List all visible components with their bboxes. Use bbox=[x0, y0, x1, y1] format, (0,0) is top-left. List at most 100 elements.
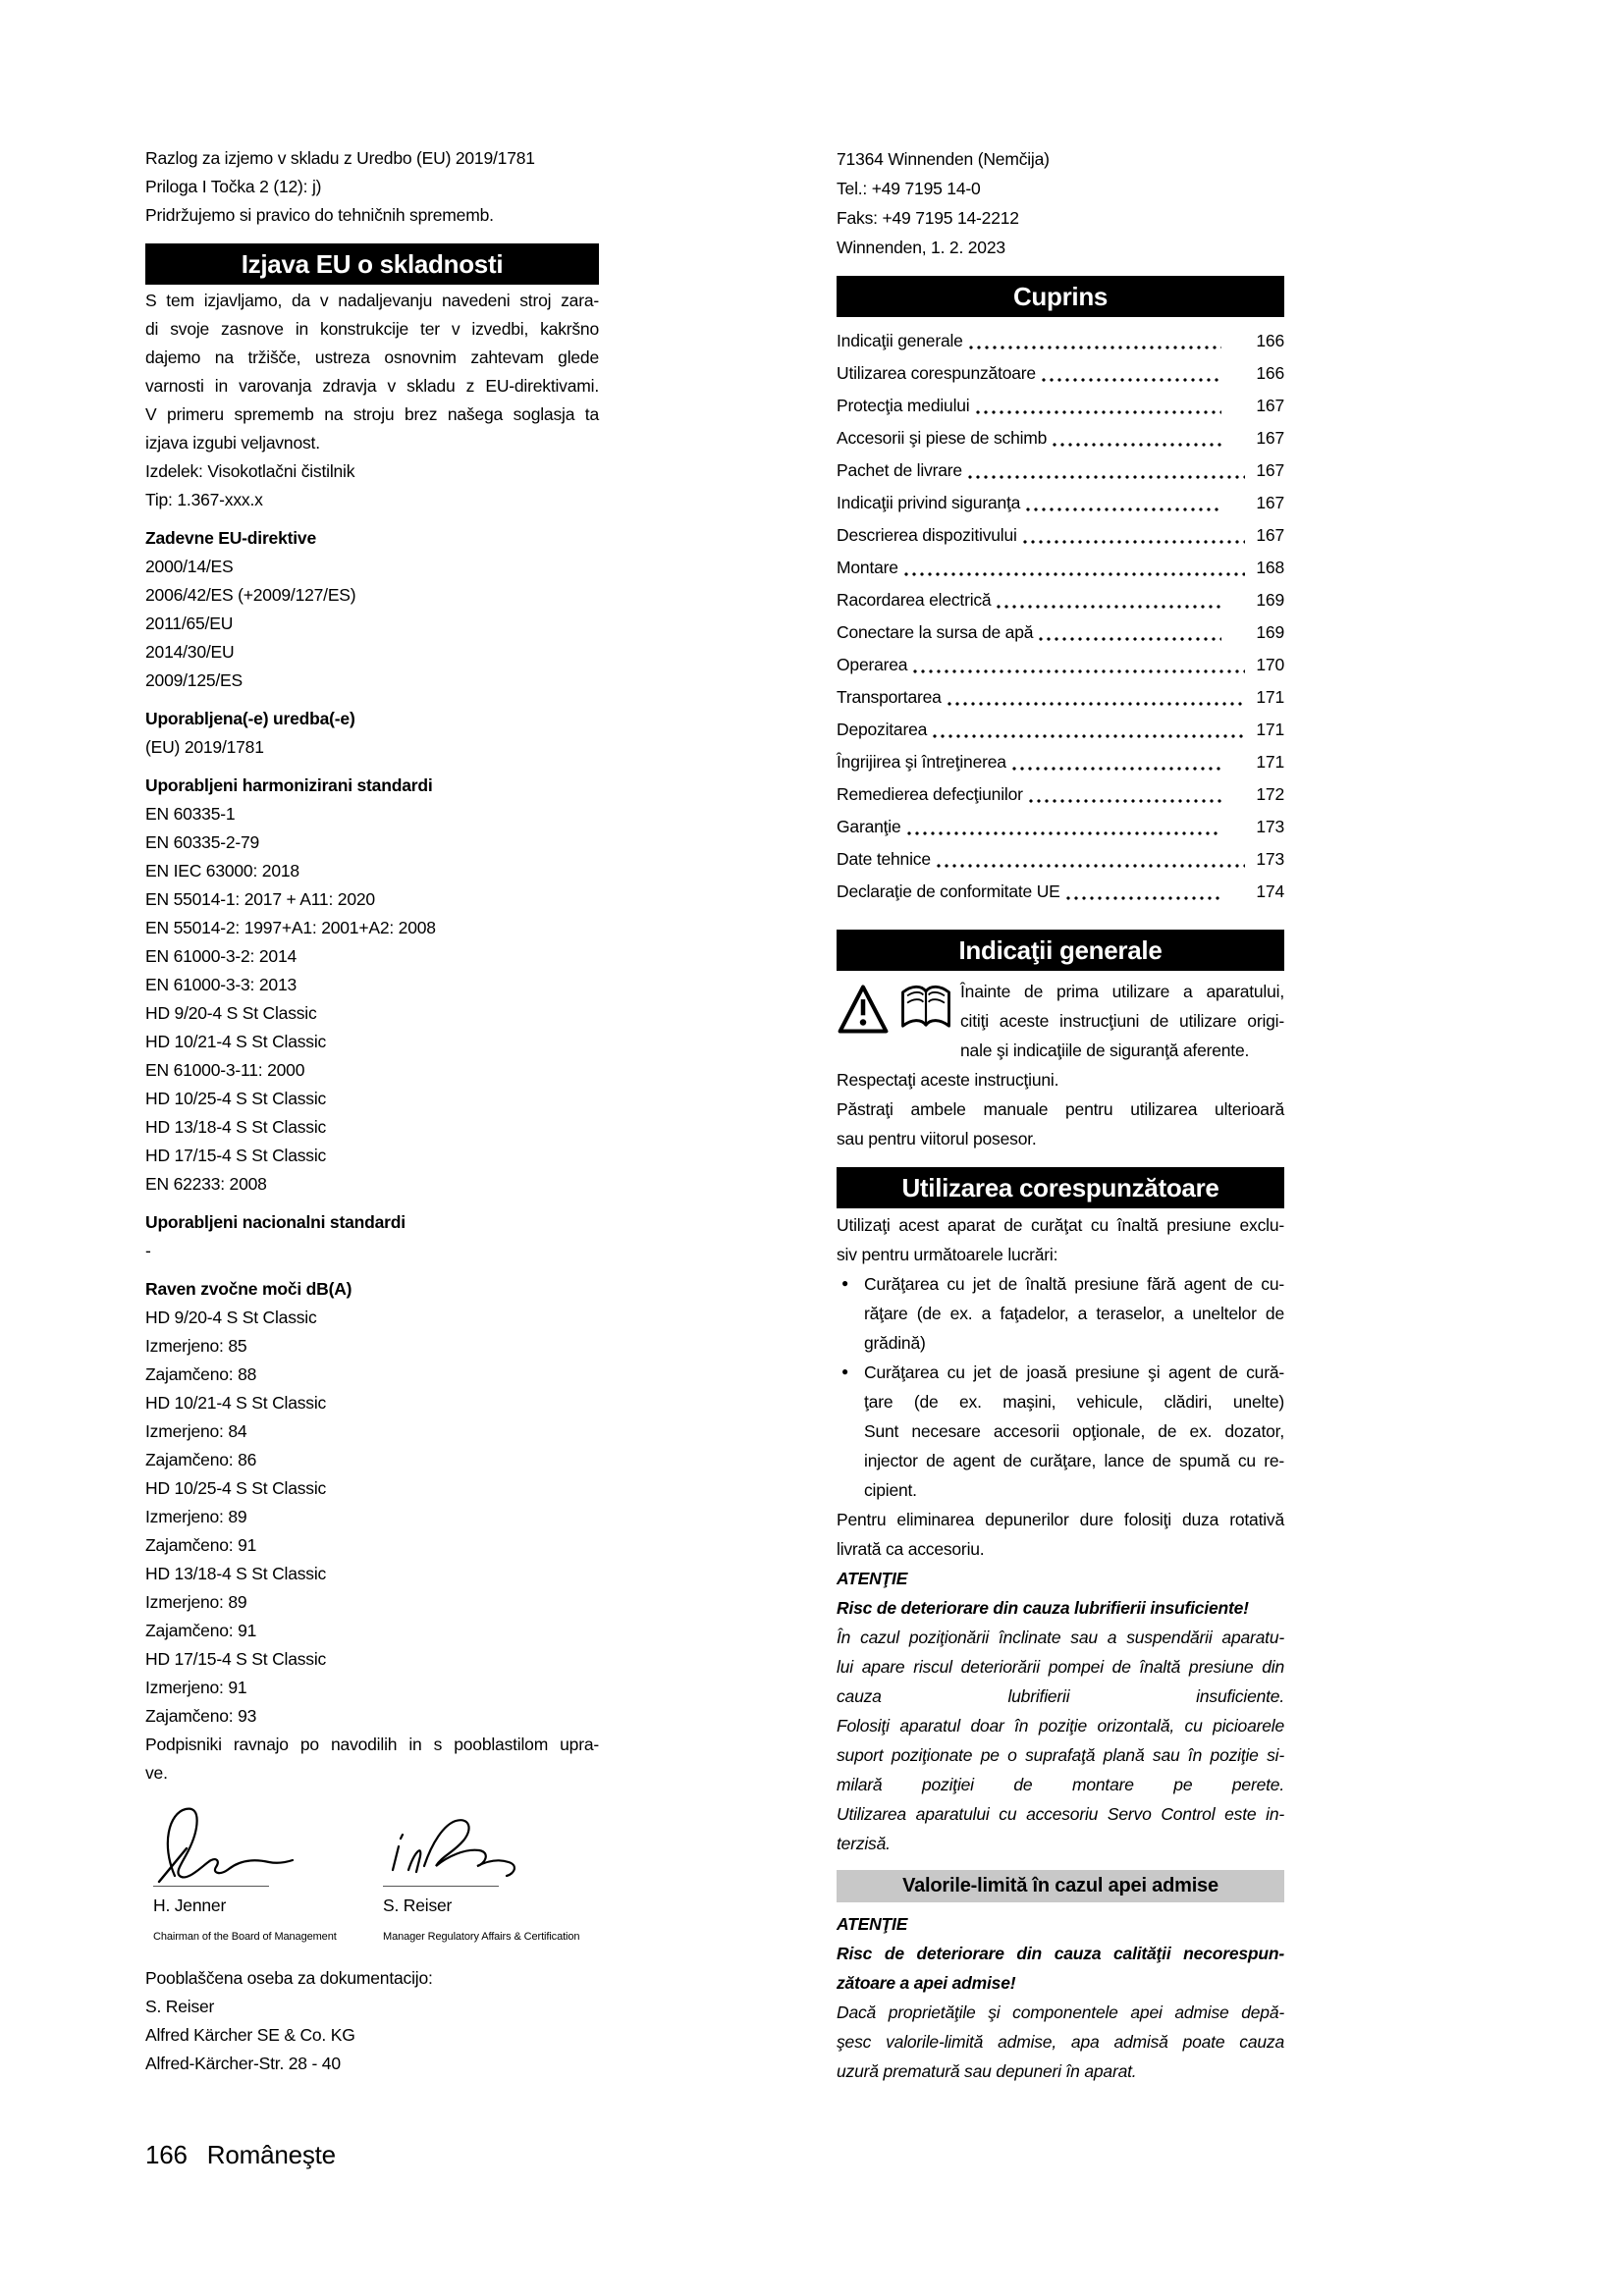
text-line: Tel.: +49 7195 14-0 bbox=[837, 179, 981, 198]
text-line: Izmerjeno: 89 bbox=[145, 1507, 247, 1526]
open-book-icon bbox=[901, 985, 950, 1028]
toc-label: Accesorii şi piese de schimb bbox=[837, 428, 1048, 448]
text-line: Alfred Kärcher SE & Co. KG bbox=[145, 2025, 355, 2045]
toc-label: Descrierea dispozitivului bbox=[837, 525, 1017, 545]
respect-line: Respectaţi aceste instrucţiuni. bbox=[837, 1070, 1059, 1090]
text-line: 2009/125/ES bbox=[145, 670, 243, 690]
section-lines: EN 60335-1 EN 60335-2-79 EN IEC 63000: 201… bbox=[145, 800, 599, 1199]
toc-row: Operarea 170 bbox=[837, 647, 1284, 679]
toc-row: Declaraţie de conformitate UE 174 bbox=[837, 874, 1284, 906]
toc-label: Garanţie bbox=[837, 817, 901, 836]
text-line: grădină) bbox=[864, 1333, 926, 1353]
toc-row: Montare 168 bbox=[837, 550, 1284, 582]
toc-label: Transportarea bbox=[837, 687, 942, 707]
text-line: ţare (de ex. maşini, vehicule, clădiri, … bbox=[864, 1392, 1284, 1412]
toc-page-number: 167 bbox=[1256, 493, 1284, 512]
toc-page-number: 167 bbox=[1256, 460, 1284, 480]
type-line: Tip: 1.367-xxx.x bbox=[145, 490, 263, 509]
toc-row: Îngrijirea şi întreţinerea 171 bbox=[837, 744, 1284, 776]
text-line: - bbox=[145, 1241, 151, 1260]
text-line: cauza lubrifierii insuficiente. bbox=[837, 1686, 1284, 1706]
text-line: În cazul poziţionării înclinate sau a su… bbox=[837, 1628, 1284, 1647]
toc-row: Indicaţii privind siguranţa 167 bbox=[837, 485, 1284, 517]
toc-page-number: 171 bbox=[1256, 720, 1284, 739]
text-line: injector de agent de curăţare, lance de … bbox=[864, 1451, 1284, 1470]
text-line: EN 55014-2: 1997+A1: 2001+A2: 2008 bbox=[145, 918, 436, 937]
text-line: EN 61000-3-3: 2013 bbox=[145, 975, 298, 994]
usage-intro: Utilizaţi acest aparat de curăţat cu îna… bbox=[837, 1210, 1284, 1269]
text-line: HD 9/20-4 S St Classic bbox=[145, 1003, 317, 1023]
text-line: HD 9/20-4 S St Classic bbox=[145, 1308, 317, 1327]
text-line: citiţi aceste instrucţiuni de utilizare … bbox=[960, 1011, 1284, 1031]
text-line: S. Reiser bbox=[145, 1997, 215, 2016]
attention-water-body: Dacă proprietăţile şi componentele apei … bbox=[837, 1998, 1284, 2086]
contact-block: 71364 Winnenden (Nemčija) Tel.: +49 7195 … bbox=[837, 144, 1284, 262]
text-line: (EU) 2019/1781 bbox=[145, 737, 264, 757]
toc-row: Remedierea defecţiunilor 172 bbox=[837, 776, 1284, 809]
text-line: terzisă. bbox=[837, 1834, 891, 1853]
toc-page-number: 166 bbox=[1256, 363, 1284, 383]
section-heading: Uporabljeni nacionalni standardi bbox=[145, 1212, 406, 1232]
toc-row: Pachet de livrare 167 bbox=[837, 453, 1284, 485]
toc-page-number: 173 bbox=[1256, 817, 1284, 836]
section-lines: HD 9/20-4 S St Classic Izmerjeno: 85 Zajam… bbox=[145, 1304, 599, 1731]
text-line: EN 61000-3-2: 2014 bbox=[145, 946, 298, 966]
text-line: Utilizarea aparatului cu accesoriu Servo… bbox=[837, 1804, 1284, 1824]
toc-row: Conectare la sursa de apă 169 bbox=[837, 614, 1284, 647]
page-footer: 166 Româneşte bbox=[145, 2140, 336, 2170]
toc-page-number: 166 bbox=[1256, 331, 1284, 350]
section-heading: Raven zvočne moči dB(A) bbox=[145, 1279, 352, 1299]
toc-label: Date tehnice bbox=[837, 849, 931, 869]
toc-dot-leader bbox=[1063, 895, 1221, 901]
footer-language: Româneşte bbox=[206, 2140, 336, 2169]
toc-page-number: 169 bbox=[1256, 590, 1284, 610]
text-line: Izmerjeno: 89 bbox=[145, 1592, 247, 1612]
toc-label: Utilizarea corespunzătoare bbox=[837, 363, 1036, 383]
text-line: Păstraţi ambele manuale pentru utilizare… bbox=[837, 1099, 1284, 1119]
text-line: HD 13/18-4 S St Classic bbox=[145, 1117, 327, 1137]
product-line: Izdelek: Visokotlačni čistilnik bbox=[145, 461, 355, 481]
text-line: şesc valorile-limită admise, apa admisă … bbox=[837, 2032, 1284, 2052]
text-line: Zajamčeno: 93 bbox=[145, 1706, 257, 1726]
attention-water-title: Risc de deteriorare din cauza calităţii … bbox=[837, 1939, 1284, 1998]
text-line: S tem izjavljamo, da v nadaljevanju nave… bbox=[145, 291, 599, 310]
text-line: varnosti in varovanja zdravja v skladu z… bbox=[145, 376, 599, 396]
text-line: EN 55014-1: 2017 + A11: 2020 bbox=[145, 889, 375, 909]
text-line: HD 10/25-4 S St Classic bbox=[145, 1089, 327, 1108]
toc-row: Descrierea dispozitivului 167 bbox=[837, 517, 1284, 550]
toc-page-number: 171 bbox=[1256, 752, 1284, 772]
toc-dot-leader bbox=[1026, 798, 1221, 804]
toc-label: Remedierea defecţiunilor bbox=[837, 784, 1023, 804]
toc-label: Operarea bbox=[837, 655, 908, 674]
text-line: HD 10/25-4 S St Classic bbox=[145, 1478, 327, 1498]
toc-dot-leader bbox=[1020, 539, 1245, 545]
declaration-paragraph: S tem izjavljamo, da v nadaljevanju nave… bbox=[145, 287, 599, 457]
text-line: nale şi indicaţiile de siguranţă aferent… bbox=[960, 1041, 1250, 1060]
attention-label: ATENŢIE bbox=[837, 1914, 908, 1934]
toc-list: Indicaţii generale 166 Utilizarea corespun… bbox=[837, 323, 1284, 906]
text-line: Izmerjeno: 85 bbox=[145, 1336, 247, 1356]
text-line: Risc de deteriorare din cauza calităţii … bbox=[837, 1944, 1284, 1963]
toc-row: Depozitarea 171 bbox=[837, 712, 1284, 744]
usage-header-bar: Utilizarea corespunzătoare bbox=[837, 1167, 1284, 1208]
general-header-bar: Indicaţii generale bbox=[837, 930, 1284, 971]
text-line: cipient. bbox=[864, 1480, 917, 1500]
text-line: HD 13/18-4 S St Classic bbox=[145, 1564, 327, 1583]
signer-name: H. Jenner bbox=[153, 1896, 227, 1915]
text-line: EN 62233: 2008 bbox=[145, 1174, 267, 1194]
text-line: 2011/65/EU bbox=[145, 614, 234, 633]
text-line: Folosiţi aparatul doar în poziţie orizon… bbox=[837, 1716, 1284, 1735]
right-column: 71364 Winnenden (Nemčija) Tel.: +49 7195 … bbox=[837, 144, 1284, 2086]
text-line: Priloga I Točka 2 (12): j) bbox=[145, 177, 322, 196]
text-line: Înainte de prima utilizare a aparatului, bbox=[960, 982, 1284, 1001]
toc-page-number: 173 bbox=[1256, 849, 1284, 869]
text-line: HD 10/21-4 S St Classic bbox=[145, 1393, 327, 1413]
toc-page-number: 168 bbox=[1256, 558, 1284, 577]
text-line: Curăţarea cu jet de înaltă presiune fără… bbox=[864, 1274, 1284, 1294]
usage-bullet-low-pressure: ● Curăţarea cu jet de joasă presiune şi … bbox=[837, 1358, 1284, 1505]
text-line: sau pentru viitorul posesor. bbox=[837, 1129, 1037, 1148]
text-line: izjava izgubi veljavnost. bbox=[145, 433, 320, 453]
toc-dot-leader bbox=[1051, 442, 1221, 448]
text-line: dajemo na tržišče, ustreza osnovnim zaht… bbox=[145, 347, 599, 367]
toc-page-number: 171 bbox=[1256, 687, 1284, 707]
